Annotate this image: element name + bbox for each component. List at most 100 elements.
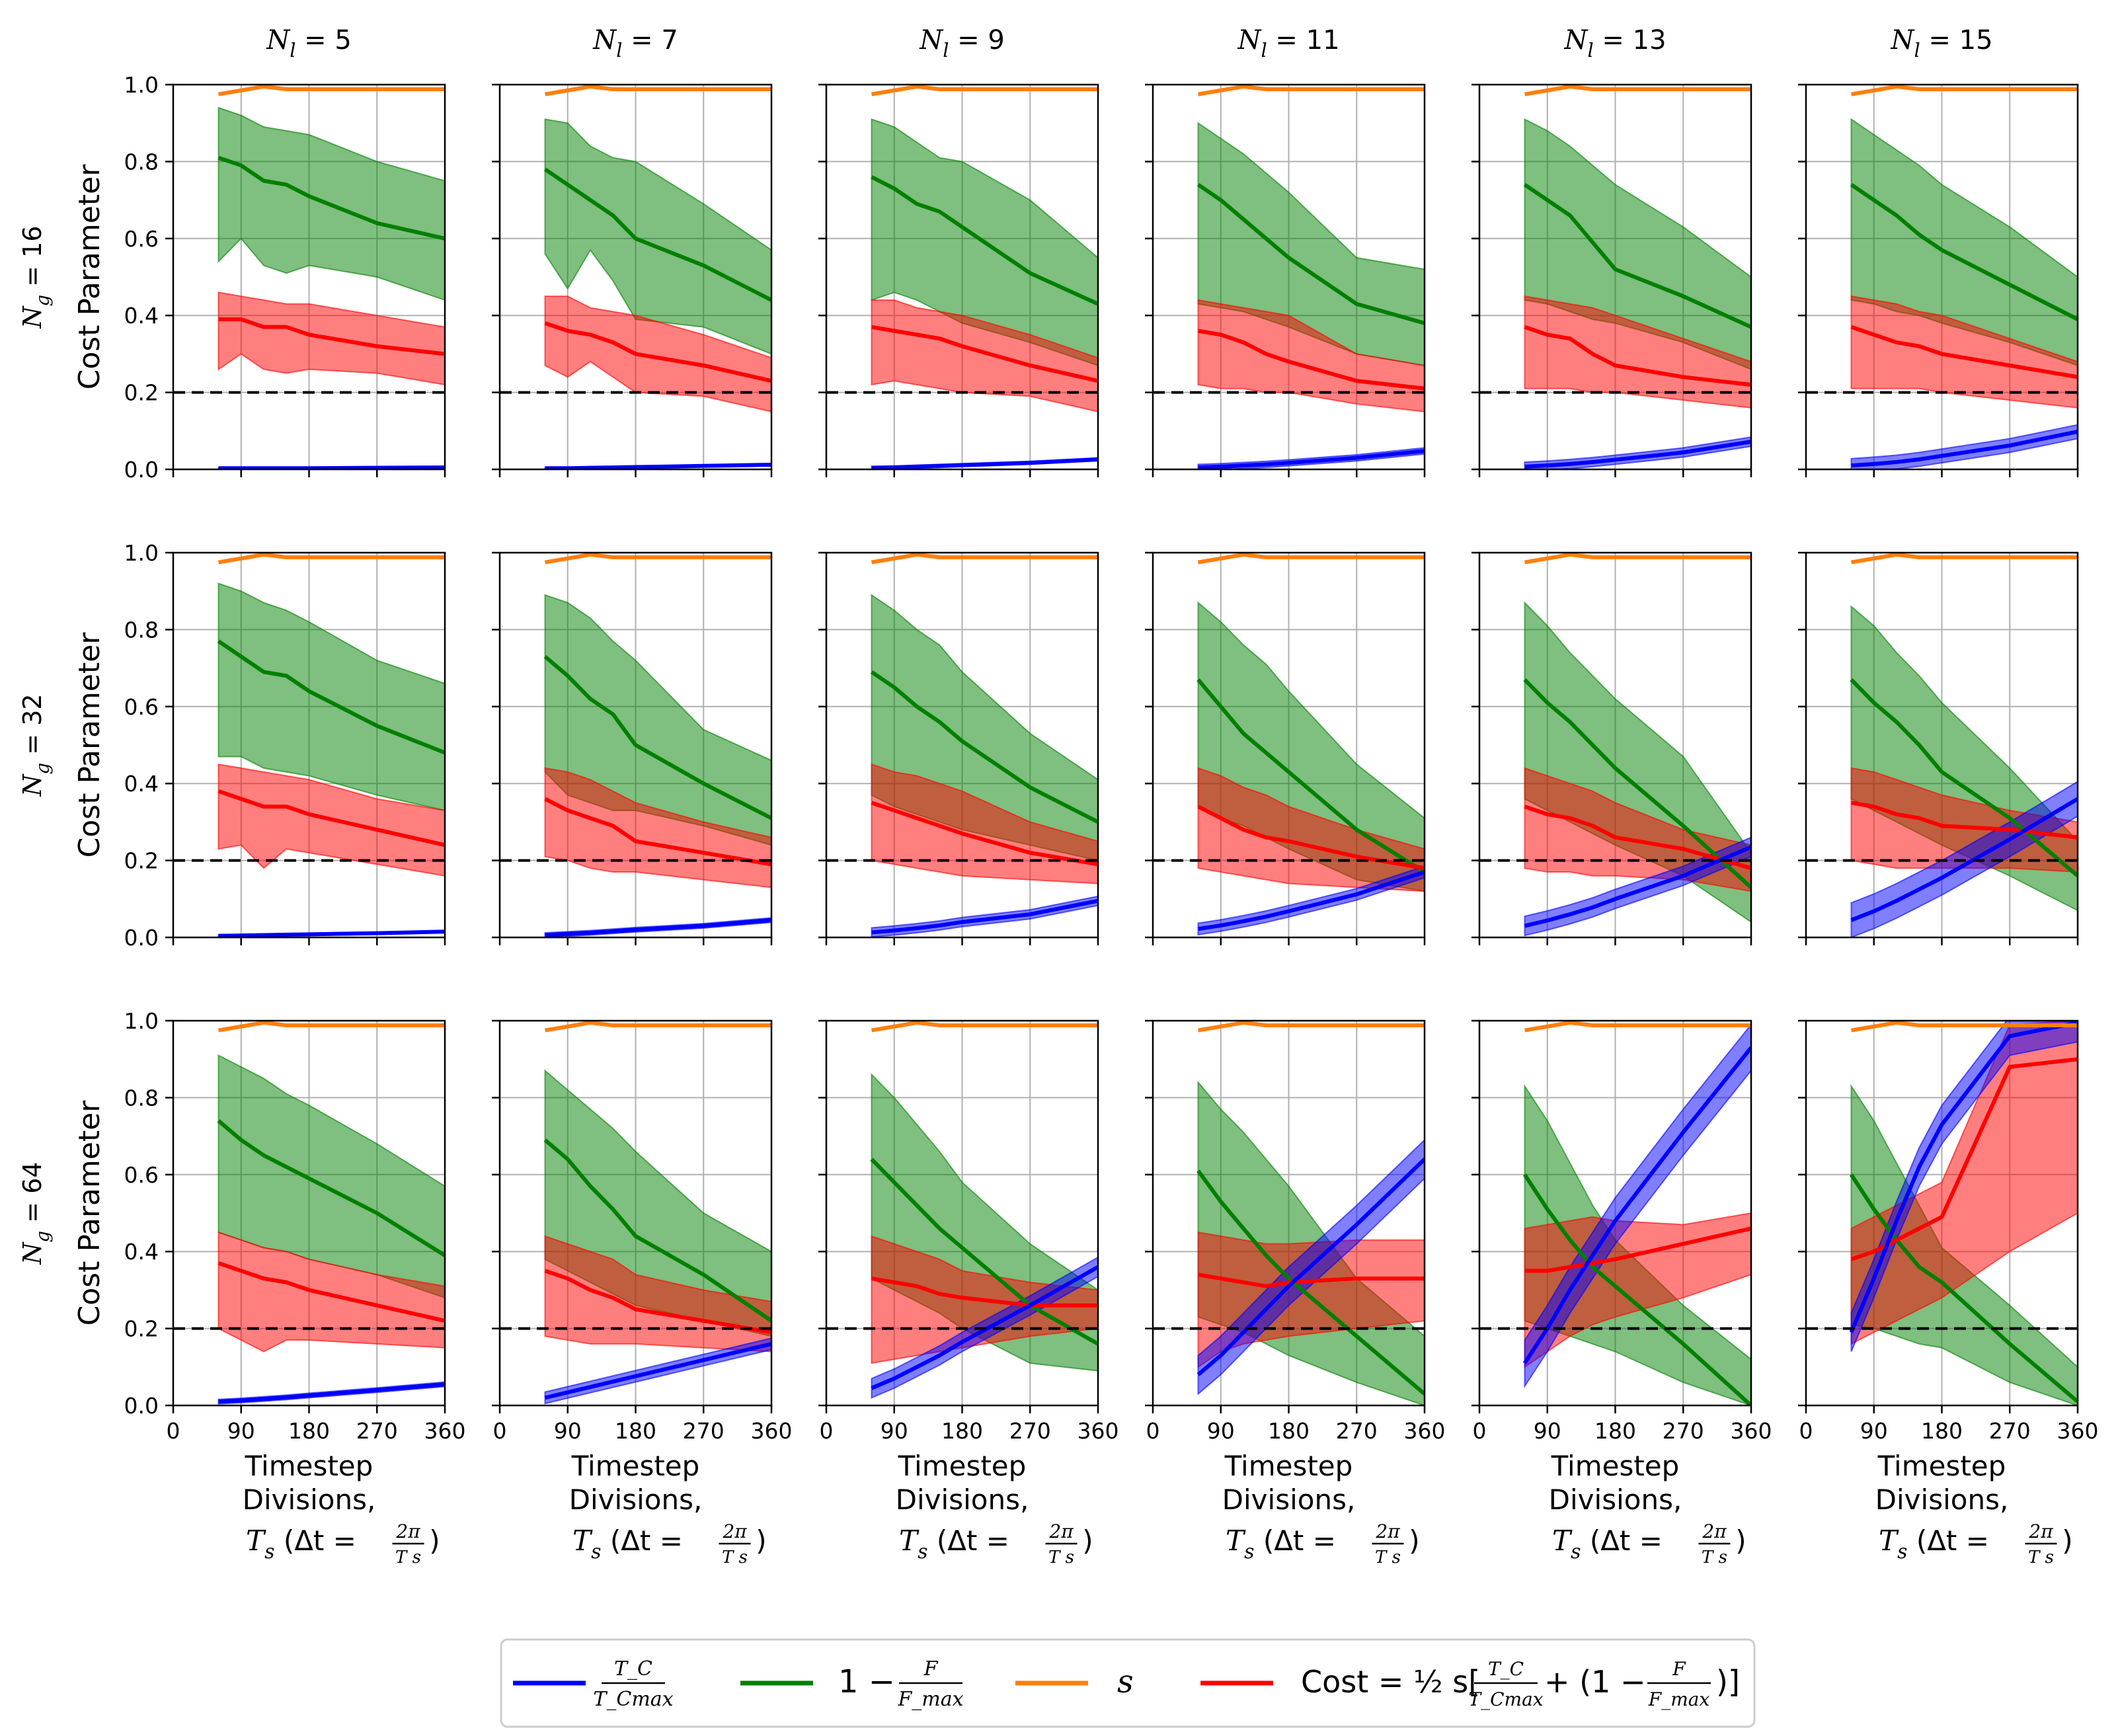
frac-numerator: 2π <box>722 1520 747 1542</box>
cost-line <box>544 1269 771 1335</box>
cost-band <box>1850 295 2078 409</box>
time-line <box>1196 1158 1425 1376</box>
s-line <box>871 1021 1098 1033</box>
time-line <box>545 918 771 937</box>
s-line <box>1850 1021 2078 1033</box>
cost-line <box>1524 1226 1751 1273</box>
plot-area <box>543 1021 771 1405</box>
x-tick-label: 180 <box>941 1418 983 1444</box>
cost-line <box>871 325 1098 383</box>
column-titles: Nl = 5 Nl = 7 Nl = 9 Nl = 11 Nl = 13 Nl = 15 <box>266 25 1992 61</box>
panel-r1-c6 <box>1798 83 2079 477</box>
x-axis-label-line1: Timestep <box>245 1450 373 1482</box>
y-axis-label-text: Cost Parameter <box>73 164 106 390</box>
cost-line <box>1850 801 2078 840</box>
panel-r1-c2 <box>492 83 773 477</box>
time-line <box>218 1382 445 1404</box>
panel-r2-c2 <box>492 551 773 945</box>
panel-r3-c5: 0 90 180 270 360 <box>1471 1019 1772 1444</box>
plot-area <box>1849 1021 2078 1405</box>
legend-label-fidelity-prefix: 1 − <box>838 1663 895 1700</box>
x-tick-label: 0 <box>493 1418 507 1444</box>
legend-frac-num: T_C <box>614 1657 652 1680</box>
x-tick-label: 360 <box>424 1418 466 1444</box>
x-tick-label: 90 <box>227 1418 255 1444</box>
y-tick-label: 0.8 <box>124 1085 159 1111</box>
x-tick-label: 180 <box>1594 1418 1636 1444</box>
x-tick-label: 180 <box>1921 1418 1963 1444</box>
x-axis-label-line1: Timestep <box>571 1450 700 1482</box>
x-tick-label: 270 <box>1336 1418 1378 1444</box>
s-line <box>1850 85 2078 97</box>
x-axis-label-line2: Divisions, <box>896 1483 1029 1516</box>
cost-line <box>1197 805 1425 871</box>
y-tick-label: 1.0 <box>124 540 159 566</box>
y-tick-label: 0.0 <box>124 925 159 951</box>
panel-r1-c5 <box>1471 83 1752 477</box>
row-title: Ng = 64 <box>18 1162 53 1265</box>
x-tick-label: 270 <box>1663 1418 1704 1444</box>
x-axis-label-line1: Timestep <box>1224 1450 1353 1482</box>
fidelity-line <box>1522 1173 1751 1405</box>
frac-denominator: T s <box>1702 1548 1727 1567</box>
y-tick-label: 0.6 <box>124 1162 159 1188</box>
x-tick-label: 360 <box>1731 1418 1772 1444</box>
fidelity-line <box>543 167 771 302</box>
cost-line <box>1197 329 1425 391</box>
plot-area <box>870 553 1098 937</box>
frac-denominator: T s <box>1375 1548 1401 1567</box>
y-axis-label: Cost Parameter <box>73 632 106 858</box>
time-line <box>1198 870 1425 931</box>
column-title: Nl = 15 <box>1890 25 1992 61</box>
x-tick-label: 360 <box>1404 1418 1446 1444</box>
plot-area <box>1196 1021 1425 1405</box>
row-title: Ng = 16 <box>18 225 53 329</box>
panel-grid: 0.00.20.40.60.81.00.00.20.40.60.81.00.00… <box>124 72 2099 1444</box>
x-tick-label: 270 <box>1009 1418 1051 1444</box>
plot-area <box>1850 85 2078 469</box>
plot-area <box>1523 553 1751 937</box>
s-line <box>1197 85 1425 97</box>
column-title: Nl = 13 <box>1563 25 1666 61</box>
panel-r1-c3 <box>818 83 1099 477</box>
panel-r3-c3: 0 90 180 270 360 <box>818 1019 1119 1444</box>
legend-label-cost-frac2: F F_max <box>1647 1658 1711 1710</box>
row-labels: Ng = 16 Cost Parameter Ng = 32 Cost Paramet… <box>18 164 106 1326</box>
row-title-text: Ng = 64 <box>18 1162 53 1265</box>
y-tick-label: 1.0 <box>124 1008 159 1034</box>
s-line <box>1197 1021 1425 1033</box>
cost-band <box>544 767 771 888</box>
paren-close: ) <box>2062 1524 2072 1557</box>
y-tick-label: 0.4 <box>124 303 159 329</box>
plot-area <box>217 85 445 469</box>
panel-r2-c5 <box>1471 551 1752 945</box>
x-tick-label: 270 <box>356 1418 398 1444</box>
legend-label-fidelity: F F_max <box>897 1657 963 1711</box>
y-tick-label: 0.4 <box>124 1239 159 1265</box>
cost-line <box>544 797 771 867</box>
s-line <box>871 553 1098 565</box>
s-line <box>544 1021 771 1033</box>
fidelity-line <box>217 1119 445 1257</box>
time-line <box>1524 440 1751 469</box>
s-line <box>1524 1021 1751 1033</box>
panel-r3-c6: 0 90 180 270 360 <box>1798 1019 2099 1444</box>
x-tick-label: 180 <box>615 1418 656 1444</box>
y-tick-label: 0.6 <box>124 226 159 252</box>
fidelity-line <box>1196 678 1425 874</box>
y-tick-label: 0.4 <box>124 771 159 797</box>
fidelity-line <box>871 175 1098 306</box>
legend-frac-num: F <box>923 1657 939 1680</box>
y-axis-label-text: Cost Parameter <box>73 632 106 858</box>
fidelity-band <box>1850 1084 2078 1405</box>
s-line <box>217 85 445 97</box>
legend-frac-den: F_max <box>1648 1688 1710 1710</box>
cost-band <box>544 296 771 413</box>
